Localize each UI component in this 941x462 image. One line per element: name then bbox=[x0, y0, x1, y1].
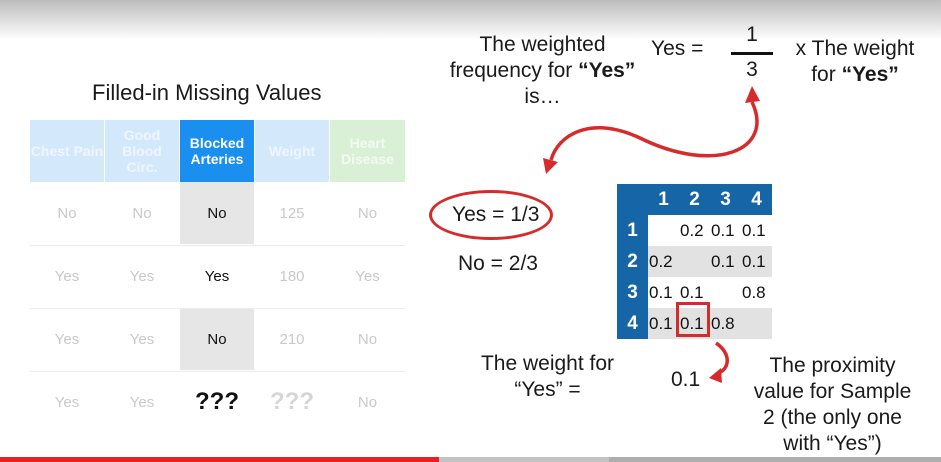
yes-result-circle bbox=[429, 190, 553, 240]
weight-for-yes-line2: “Yes” = bbox=[514, 378, 581, 401]
cell-good-blood-circ-row3: Yes bbox=[129, 330, 155, 348]
matrix-col-header-3: 3 bbox=[710, 184, 741, 215]
fraction-bar bbox=[731, 52, 773, 55]
times-weight-line1: x The weight bbox=[795, 37, 915, 60]
header-heart-disease: Heart Disease bbox=[330, 120, 405, 182]
times-weight-line2: for “Yes” bbox=[785, 62, 925, 88]
matrix-col-header-4: 4 bbox=[741, 184, 772, 215]
proximity-line1: The proximity bbox=[769, 354, 896, 377]
highlight-box bbox=[676, 302, 710, 337]
matrix-cell-2-4: 0.1 bbox=[741, 246, 772, 277]
weight-value: 0.1 bbox=[671, 368, 701, 391]
weighted-frequency-line3: is… bbox=[524, 85, 561, 108]
video-top-shade bbox=[0, 0, 941, 40]
matrix-cell-2-2 bbox=[679, 246, 710, 277]
yes-result: Yes = 1/3 bbox=[452, 203, 540, 226]
cell-blocked-arteries-row3: No bbox=[180, 308, 254, 370]
matrix-cell-4-2: 0.1 bbox=[679, 308, 710, 339]
video-progress-bar[interactable] bbox=[0, 457, 941, 462]
matrix-row-header-2: 2 bbox=[617, 246, 648, 277]
cell-weight-row4: ??? bbox=[270, 388, 314, 415]
weighted-frequency-text: The weighted frequency for “Yes” is… bbox=[440, 32, 645, 110]
table-title: Filled-in Missing Values bbox=[92, 80, 322, 105]
matrix-cell-2-3: 0.1 bbox=[710, 246, 741, 277]
row-divider bbox=[30, 371, 405, 372]
fraction-numerator: 1 bbox=[746, 23, 758, 46]
row-divider bbox=[30, 245, 405, 246]
matrix-row-header-1: 1 bbox=[617, 215, 648, 246]
matrix-cell-3-4: 0.8 bbox=[741, 277, 772, 308]
cell-heart-disease-row3: No bbox=[357, 330, 378, 348]
matrix-cell-1-4: 0.1 bbox=[741, 215, 772, 246]
cell-heart-disease-row2: Yes bbox=[355, 267, 380, 285]
cell-chest-pain-row2: Yes bbox=[54, 267, 80, 285]
weight-for-yes-line1: The weight for bbox=[480, 352, 615, 375]
cell-weight-row1: 125 bbox=[279, 204, 305, 222]
cell-good-blood-circ-row1: No bbox=[132, 204, 152, 222]
proximity-explanation: The proximity value for Sample 2 (the on… bbox=[745, 353, 920, 457]
matrix-col-header-2: 2 bbox=[679, 184, 710, 215]
proximity-line4: with “Yes”) bbox=[783, 432, 882, 455]
weighted-frequency-line2-a: frequency for bbox=[449, 59, 579, 82]
matrix-row-header-3: 3 bbox=[617, 277, 648, 308]
matrix-col-header-1: 1 bbox=[648, 184, 679, 215]
fraction-denominator: 3 bbox=[746, 58, 758, 81]
curve-arrow-head-top bbox=[745, 86, 760, 103]
cell-chest-pain-row4: Yes bbox=[54, 393, 80, 411]
matrix-cell-4-3: 0.8 bbox=[710, 308, 741, 339]
matrix-cell-2-1: 0.2 bbox=[648, 246, 679, 277]
proximity-line3: 2 (the only one bbox=[763, 406, 902, 429]
cell-weight-row3: 210 bbox=[279, 330, 305, 348]
small-arrow-path bbox=[714, 341, 729, 376]
header-blocked-arteries: Blocked Arteries bbox=[180, 120, 254, 182]
cell-blocked-arteries-row4: ??? bbox=[180, 371, 254, 433]
video-played-bar bbox=[0, 457, 439, 462]
curve-arrow-path bbox=[549, 101, 759, 161]
matrix-cell-3-1: 0.1 bbox=[648, 277, 679, 308]
times-weight-line2-a: for bbox=[811, 63, 842, 86]
curve-arrow-head-bottom bbox=[543, 158, 558, 174]
cell-heart-disease-row1: No bbox=[357, 204, 378, 222]
matrix-cell-4-4 bbox=[741, 308, 772, 339]
small-arrow-head bbox=[709, 368, 722, 383]
row-divider bbox=[30, 308, 405, 309]
header-weight: Weight bbox=[255, 120, 329, 182]
header-good-blood-circ: Good Blood Circ. bbox=[105, 120, 179, 182]
weighted-frequency-line1: The weighted bbox=[479, 33, 606, 56]
cell-good-blood-circ-row2: Yes bbox=[129, 267, 155, 285]
matrix-cell-1-2: 0.2 bbox=[679, 215, 710, 246]
cell-good-blood-circ-row4: Yes bbox=[129, 393, 155, 411]
cell-chest-pain-row3: Yes bbox=[54, 330, 80, 348]
weight-for-yes-text: The weight for “Yes” = bbox=[465, 351, 630, 403]
cell-chest-pain-row1: No bbox=[57, 204, 77, 222]
matrix-cell-1-1 bbox=[648, 215, 679, 246]
header-chest-pain: Chest Pain bbox=[30, 120, 104, 182]
times-weight-text: x The weight for “Yes” bbox=[785, 36, 925, 88]
no-result: No = 2/3 bbox=[458, 252, 538, 275]
matrix-cell-4-1: 0.1 bbox=[648, 308, 679, 339]
yes-equals-label: Yes = bbox=[651, 37, 704, 60]
times-weight-yes: “Yes” bbox=[841, 63, 899, 86]
proximity-line2: value for Sample bbox=[753, 380, 912, 403]
cell-weight-row2: 180 bbox=[279, 267, 305, 285]
matrix-cell-1-3: 0.1 bbox=[710, 215, 741, 246]
weighted-frequency-yes: “Yes” bbox=[578, 59, 636, 82]
cell-heart-disease-row4: No bbox=[357, 393, 378, 411]
cell-blocked-arteries-row2: Yes bbox=[180, 245, 254, 307]
matrix-cell-3-3 bbox=[710, 277, 741, 308]
matrix-corner bbox=[617, 184, 648, 215]
matrix-row-header-4: 4 bbox=[617, 308, 648, 339]
cell-blocked-arteries-row1: No bbox=[180, 182, 254, 244]
weighted-frequency-line2: frequency for “Yes” bbox=[440, 58, 645, 84]
